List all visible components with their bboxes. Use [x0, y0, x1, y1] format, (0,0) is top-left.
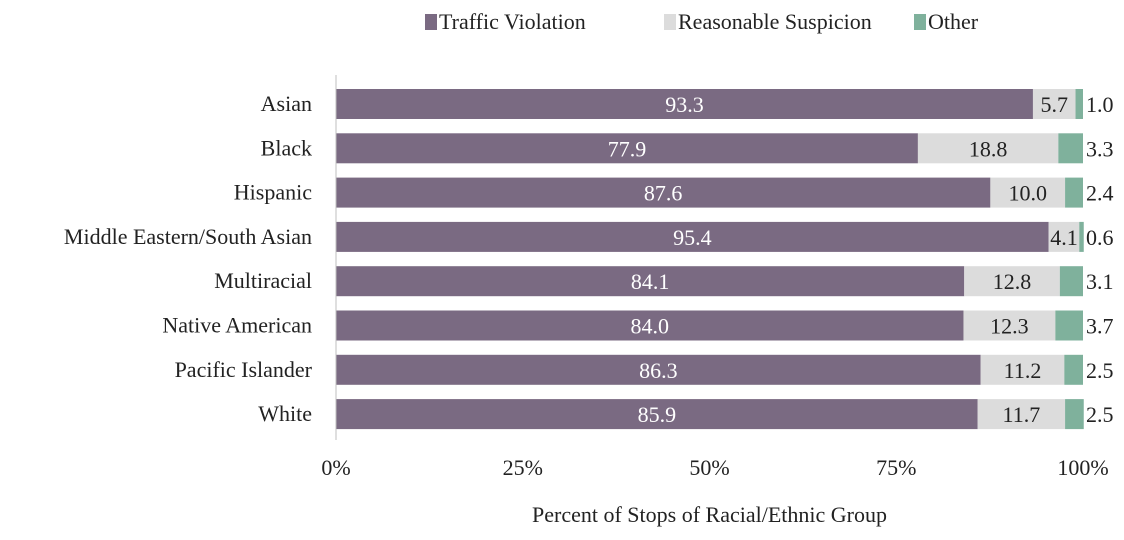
data-label-other-multiracial: 3.1	[1086, 269, 1114, 294]
x-axis-title: Percent of Stops of Racial/Ethnic Group	[532, 502, 887, 527]
legend: Traffic Violation Reasonable Suspicion Oth…	[425, 9, 979, 34]
data-label-traffic-violation-hispanic: 87.6	[644, 181, 683, 206]
bar-other-multiracial	[1059, 266, 1083, 297]
bar-other-native-american	[1055, 310, 1083, 341]
data-label-other-black: 3.3	[1086, 136, 1114, 161]
legend-label-traffic-violation: Traffic Violation	[439, 9, 586, 34]
bar-reasonable-suspicion-hispanic	[990, 177, 1066, 208]
bar-traffic-violation-multiracial	[336, 266, 965, 297]
category-label-hispanic: Hispanic	[234, 180, 312, 205]
data-label-traffic-violation-native-american: 84.0	[630, 314, 669, 339]
x-tick-label-100: 100%	[1057, 455, 1108, 480]
legend-label-reasonable-suspicion: Reasonable Suspicion	[678, 9, 872, 34]
data-label-reasonable-suspicion-hispanic: 10.0	[1008, 181, 1047, 206]
data-label-reasonable-suspicion-asian: 5.7	[1040, 92, 1068, 117]
data-label-other-white: 2.5	[1086, 402, 1114, 427]
bar-other-hispanic	[1065, 177, 1083, 208]
legend-label-other: Other	[928, 9, 979, 34]
data-label-traffic-violation-pacific-islander: 86.3	[639, 358, 678, 383]
bar-other-asian	[1075, 89, 1083, 119]
data-label-reasonable-suspicion-native-american: 12.3	[990, 314, 1029, 339]
bar-reasonable-suspicion-multiracial	[964, 266, 1060, 297]
legend-swatch-traffic-violation	[425, 14, 437, 30]
bar-reasonable-suspicion-pacific-islander	[980, 354, 1065, 385]
data-label-other-hispanic: 2.4	[1086, 181, 1114, 206]
data-label-reasonable-suspicion-black: 18.8	[969, 136, 1008, 161]
bar-reasonable-suspicion-middle-eastern-south-asian	[1048, 221, 1080, 252]
data-label-other-native-american: 3.7	[1086, 314, 1114, 339]
bar-reasonable-suspicion-white	[977, 399, 1066, 430]
bar-reasonable-suspicion-black	[917, 133, 1059, 164]
data-label-traffic-violation-middle-eastern-south-asian: 95.4	[673, 225, 712, 250]
x-tick-label-75: 75%	[876, 455, 916, 480]
bar-traffic-violation-black	[336, 133, 918, 164]
bar-other-black	[1058, 133, 1083, 164]
data-label-reasonable-suspicion-white: 11.7	[1003, 402, 1041, 427]
category-label-multiracial: Multiracial	[214, 268, 312, 293]
category-label-asian: Asian	[261, 91, 312, 116]
legend-swatch-reasonable-suspicion	[664, 14, 676, 30]
bar-traffic-violation-hispanic	[336, 177, 991, 208]
data-label-traffic-violation-asian: 93.3	[665, 92, 704, 117]
data-label-other-pacific-islander: 2.5	[1086, 358, 1114, 383]
data-label-traffic-violation-black: 77.9	[608, 136, 647, 161]
legend-swatch-other	[914, 14, 926, 30]
bar-traffic-violation-asian	[336, 89, 1033, 119]
data-label-other-asian: 1.0	[1086, 92, 1114, 117]
bar-traffic-violation-white	[336, 399, 978, 430]
x-tick-label-50: 50%	[689, 455, 729, 480]
bar-traffic-violation-middle-eastern-south-asian	[336, 221, 1049, 252]
category-label-native-american: Native American	[162, 313, 312, 338]
bar-traffic-violation-pacific-islander	[336, 354, 981, 385]
data-label-reasonable-suspicion-multiracial: 12.8	[993, 269, 1032, 294]
bar-reasonable-suspicion-native-american	[963, 310, 1056, 341]
data-label-traffic-violation-multiracial: 84.1	[631, 269, 670, 294]
bar-reasonable-suspicion-asian	[1032, 89, 1076, 119]
data-label-traffic-violation-white: 85.9	[638, 402, 677, 427]
data-label-reasonable-suspicion-pacific-islander: 11.2	[1004, 358, 1042, 383]
category-label-white: White	[258, 401, 312, 426]
bar-traffic-violation-native-american	[336, 310, 964, 341]
category-label-pacific-islander: Pacific Islander	[175, 357, 313, 382]
bar-other-middle-eastern-south-asian	[1079, 221, 1084, 252]
x-tick-label-0: 0%	[321, 455, 350, 480]
bar-other-pacific-islander	[1064, 354, 1083, 385]
category-label-black: Black	[261, 135, 312, 160]
bars: 93.3 5.7 1.0 77.9 18.8 3.3 87.6 10.0 2.4 95.4 4.1 0…	[336, 89, 1114, 430]
axes: Asian Black Hispanic Middle Eastern/South A…	[64, 75, 1109, 527]
data-label-other-middle-eastern-south-asian: 0.6	[1086, 225, 1114, 250]
category-label-middle-eastern-south-asian: Middle Eastern/South Asian	[64, 224, 312, 249]
x-tick-label-25: 25%	[503, 455, 543, 480]
bar-other-white	[1065, 399, 1084, 430]
data-label-reasonable-suspicion-middle-eastern-south-asian: 4.1	[1050, 225, 1078, 250]
